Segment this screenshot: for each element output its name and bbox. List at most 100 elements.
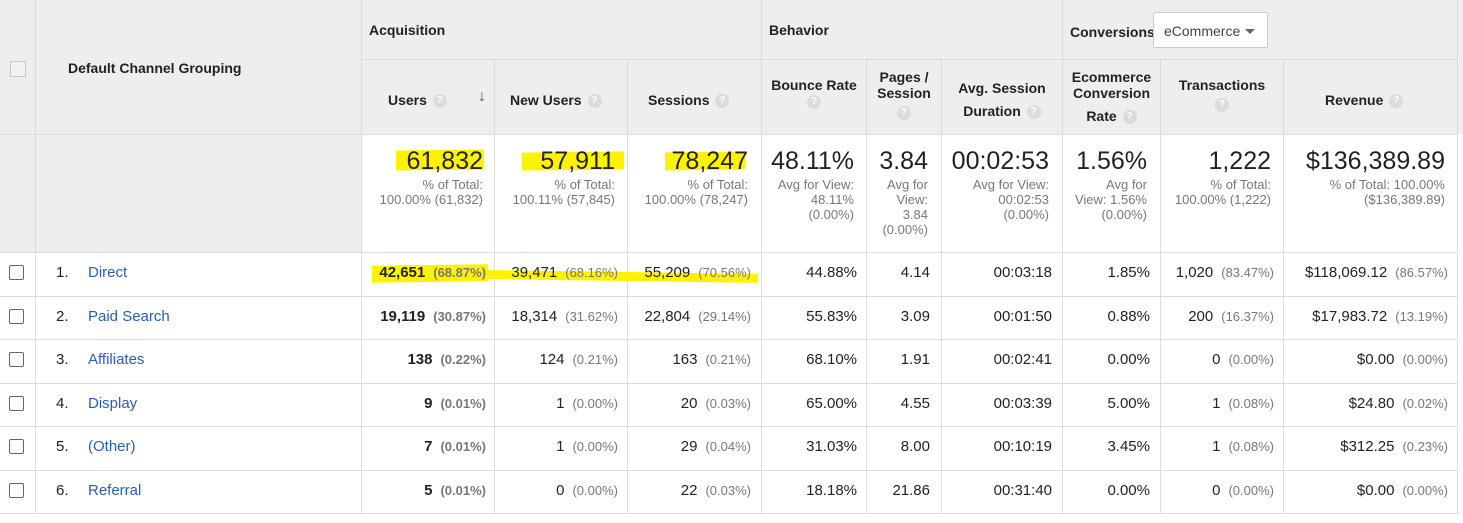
row-checkbox[interactable]	[9, 265, 24, 280]
col-divider	[1283, 60, 1284, 513]
column-header-ecommerce-conversion-rate[interactable]: Ecommerce Conversion Rate?	[1071, 69, 1152, 125]
cell-users: 19,119 (30.87%)	[380, 308, 486, 325]
group-conversions: Conversions	[1070, 24, 1155, 40]
row-divider	[0, 513, 1458, 514]
help-icon[interactable]: ?	[1389, 94, 1404, 109]
channel-link[interactable]: Paid Search	[88, 308, 170, 325]
cell-transactions: 0 (0.00%)	[1212, 482, 1274, 499]
column-header-new-users[interactable]: New Users?	[510, 92, 602, 109]
cell-bounce-rate: 65.00%	[806, 395, 857, 412]
col-divider	[1457, 0, 1458, 513]
column-header-sessions[interactable]: Sessions?	[648, 92, 730, 109]
cell-bounce-rate: 18.18%	[806, 482, 857, 499]
row-index: 6.	[56, 482, 69, 499]
row-checkbox[interactable]	[9, 483, 24, 498]
cell-users: 7 (0.01%)	[424, 438, 486, 455]
col-divider	[35, 0, 36, 513]
summary-sessions: 78,247	[671, 147, 748, 175]
cell-revenue: $118,069.12 (86.57%)	[1304, 264, 1448, 281]
dimension-header[interactable]: Default Channel Grouping	[68, 60, 242, 76]
cell-users: 42,651 (68.87%)	[379, 264, 486, 281]
row-index: 3.	[56, 351, 69, 368]
summary-avg-duration: 00:02:53	[951, 147, 1049, 175]
cell-revenue: $312.25 (0.23%)	[1340, 438, 1448, 455]
column-header-bounce-rate[interactable]: Bounce Rate ?	[771, 77, 857, 109]
col-divider	[361, 0, 362, 513]
row-checkbox[interactable]	[9, 352, 24, 367]
help-icon[interactable]: ?	[1026, 105, 1041, 120]
cell-ecommerce-rate: 3.45%	[1107, 438, 1150, 455]
cell-ecommerce-rate: 1.85%	[1107, 264, 1150, 281]
cell-new-users: 18,314 (31.62%)	[511, 308, 618, 325]
channel-link[interactable]: Referral	[88, 482, 142, 499]
column-header-revenue[interactable]: Revenue?	[1325, 92, 1404, 109]
column-header-transactions[interactable]: Transactions ?	[1178, 77, 1266, 112]
cell-new-users: 0 (0.00%)	[556, 482, 618, 499]
help-icon[interactable]: ?	[1122, 110, 1137, 125]
cell-users: 138 (0.22%)	[407, 351, 486, 368]
row-divider	[0, 134, 1458, 135]
cell-revenue: $24.80 (0.02%)	[1348, 395, 1448, 412]
channel-link[interactable]: Direct	[88, 264, 128, 281]
cell-pages-per-session: 21.86	[892, 482, 930, 499]
cell-avg-duration: 00:03:18	[993, 264, 1052, 281]
channel-link[interactable]: Affiliates	[88, 351, 145, 368]
row-index: 2.	[56, 308, 69, 325]
cell-ecommerce-rate: 0.00%	[1107, 351, 1150, 368]
help-icon[interactable]: ?	[897, 106, 911, 120]
row-checkbox[interactable]	[9, 439, 24, 454]
row-checkbox[interactable]	[9, 309, 24, 324]
channel-link[interactable]: Display	[88, 395, 138, 412]
chevron-down-icon	[1245, 29, 1255, 34]
column-header-users[interactable]: Users?	[388, 92, 447, 109]
summary-pages-per-session-sub: Avg for View: 3.84 (0.00%)	[882, 177, 928, 237]
summary-bounce-rate-sub: Avg for View: 48.11% (0.00%)	[777, 177, 854, 222]
cell-avg-duration: 00:10:19	[993, 438, 1052, 455]
row-divider	[0, 470, 1458, 471]
col-divider	[761, 0, 762, 513]
cell-pages-per-session: 8.00	[900, 438, 930, 455]
col-divider	[494, 60, 495, 513]
summary-users: 61,832	[406, 147, 483, 175]
cell-pages-per-session: 4.14	[900, 264, 930, 281]
cell-pages-per-session: 3.09	[900, 308, 930, 325]
cell-ecommerce-rate: 0.00%	[1107, 482, 1150, 499]
cell-revenue: $0.00 (0.00%)	[1356, 351, 1448, 368]
cell-users: 9 (0.01%)	[424, 395, 486, 412]
summary-ecommerce-rate: 1.56%	[1076, 147, 1147, 175]
summary-new-users-sub: % of Total: 100.11% (57,845)	[512, 177, 615, 207]
help-icon[interactable]: ?	[715, 94, 730, 109]
help-icon[interactable]: ?	[587, 94, 602, 109]
select-all-checkbox[interactable]	[10, 61, 26, 77]
summary-transactions: 1,222	[1208, 147, 1271, 175]
sort-descending-icon[interactable]: ↓	[478, 88, 486, 105]
cell-transactions: 1 (0.08%)	[1212, 438, 1274, 455]
row-divider	[0, 426, 1458, 427]
conversions-dropdown-value: eCommerce	[1164, 23, 1241, 39]
cell-sessions: 22 (0.03%)	[680, 482, 751, 499]
cell-pages-per-session: 1.91	[900, 351, 930, 368]
column-header-avg-session-duration[interactable]: Avg. Session Duration?	[958, 80, 1046, 120]
row-divider	[0, 252, 1458, 253]
channel-link[interactable]: (Other)	[88, 438, 136, 455]
cell-avg-duration: 00:31:40	[993, 482, 1052, 499]
cell-bounce-rate: 68.10%	[806, 351, 857, 368]
col-divider	[627, 60, 628, 513]
cell-new-users: 124 (0.21%)	[539, 351, 618, 368]
conversions-dropdown[interactable]: eCommerce	[1153, 12, 1268, 48]
cell-revenue: $0.00 (0.00%)	[1356, 482, 1448, 499]
summary-ecommerce-rate-sub: Avg for View: 1.56% (0.00%)	[1074, 177, 1147, 222]
row-index: 1.	[56, 264, 69, 281]
help-icon[interactable]: ?	[1215, 98, 1229, 112]
cell-sessions: 55,209 (70.56%)	[644, 264, 751, 281]
column-header-pages-per-session[interactable]: Pages / Session ?	[877, 69, 931, 120]
row-divider	[361, 59, 1458, 60]
help-icon[interactable]: ?	[432, 94, 447, 109]
row-checkbox[interactable]	[9, 396, 24, 411]
cell-pages-per-session: 4.55	[900, 395, 930, 412]
summary-users-sub: % of Total: 100.00% (61,832)	[379, 177, 483, 207]
group-acquisition: Acquisition	[369, 22, 446, 38]
cell-ecommerce-rate: 5.00%	[1107, 395, 1150, 412]
help-icon[interactable]: ?	[807, 95, 821, 109]
cell-sessions: 20 (0.03%)	[680, 395, 751, 412]
